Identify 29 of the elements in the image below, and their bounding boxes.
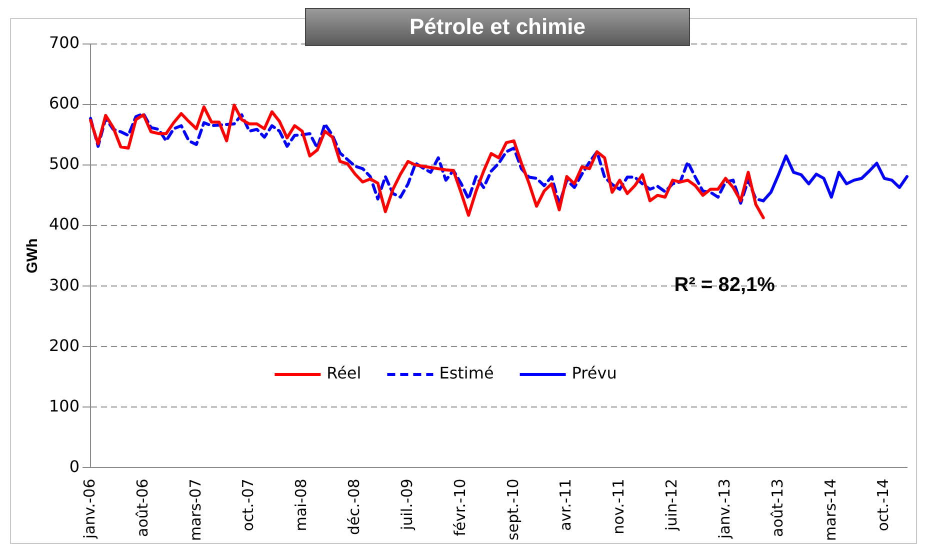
y-tick-label: 100	[48, 396, 80, 416]
y-tick-label: 400	[48, 214, 80, 234]
x-tick-label: oct.-14	[874, 478, 892, 532]
x-tick-label: nov.-11	[610, 478, 628, 534]
annotation: R² = 82,1%	[674, 274, 776, 296]
legend-label: Estimé	[439, 364, 494, 383]
y-tick-label: 300	[48, 275, 80, 294]
y-tick-label: 700	[48, 33, 80, 52]
x-tick-label: août-06	[133, 478, 152, 537]
legend-label: Réel	[326, 364, 362, 383]
x-tick-label: juil.-09	[398, 478, 416, 531]
x-tick-label: mai-08	[292, 478, 310, 532]
x-tick-label: mars-14	[821, 478, 840, 542]
y-tick-label: 200	[48, 336, 80, 355]
legend-label: Prévu	[572, 364, 617, 383]
x-tick-label: mars-07	[186, 478, 204, 542]
x-tick-label: févr.-10	[450, 478, 469, 536]
x-tick-label: janv.-06	[80, 478, 98, 540]
x-tick-label: avr.-11	[556, 478, 575, 531]
x-tick-label: sept.-10	[504, 478, 522, 540]
x-tick-label: oct.-07	[239, 478, 258, 532]
x-tick-label: août-13	[768, 478, 786, 537]
y-tick-label: 600	[48, 94, 80, 113]
x-tick-label: janv.-13	[715, 478, 734, 540]
y-tick-label: 0	[69, 456, 80, 476]
x-tick-label: déc.-08	[345, 478, 364, 535]
y-tick-label: 500	[48, 154, 80, 174]
x-tick-label: juin-12	[662, 478, 681, 532]
y-axis-title: GWh	[24, 238, 42, 274]
